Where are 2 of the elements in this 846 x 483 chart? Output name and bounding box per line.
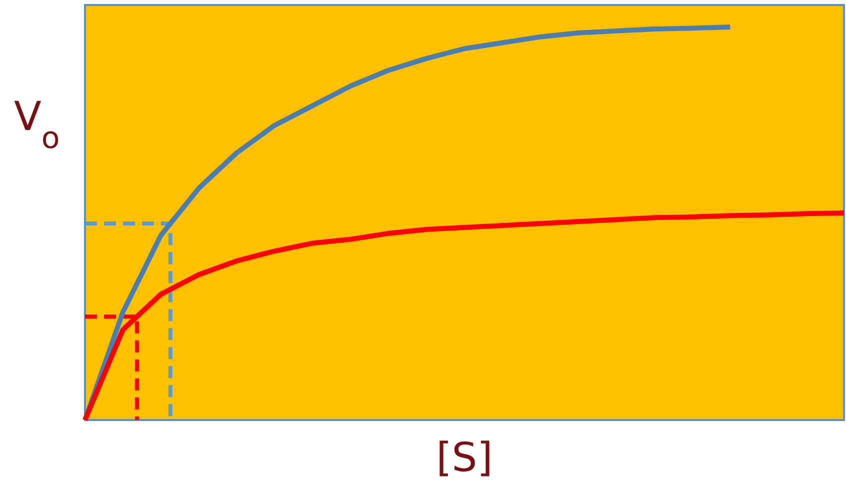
y-axis-title: V$_{o}$	[14, 94, 60, 156]
x-axis-title: [S]	[436, 435, 493, 481]
